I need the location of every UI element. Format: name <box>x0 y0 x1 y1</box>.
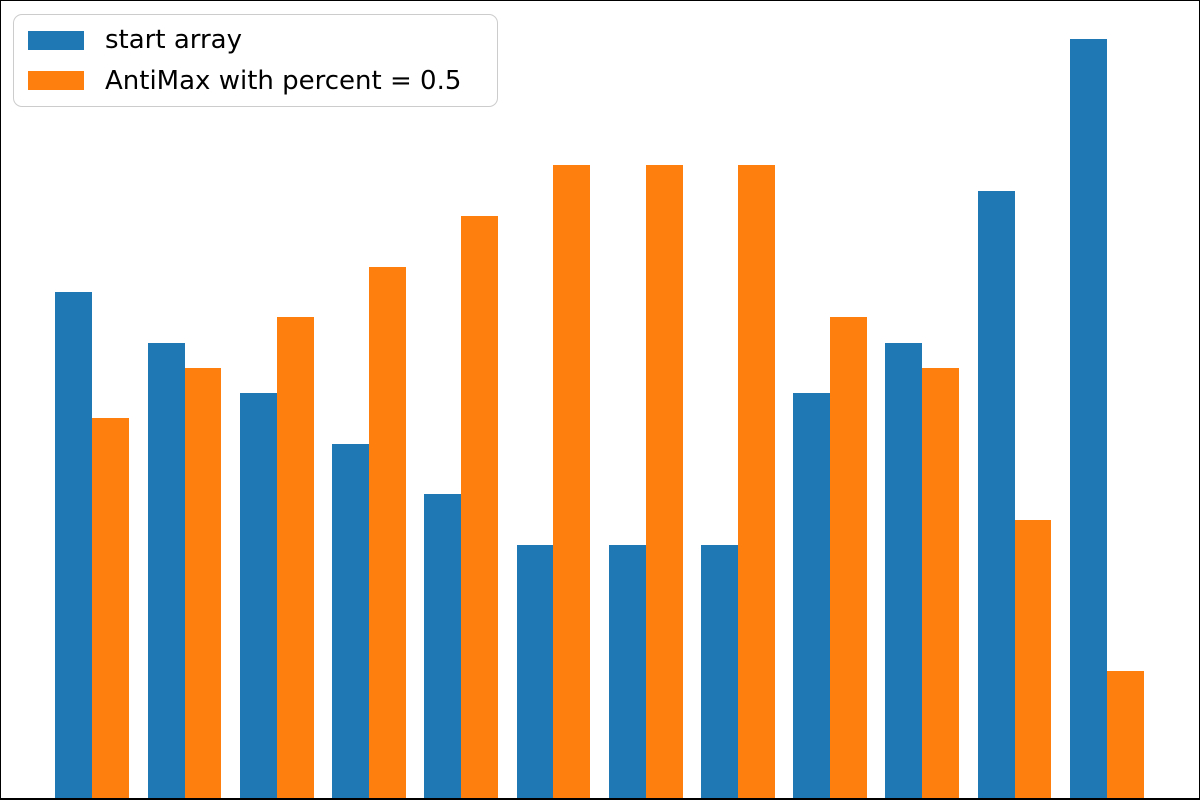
bar-series1-group1 <box>184 367 222 798</box>
legend-label-antimax: AntiMax with percent = 0.5 <box>105 65 462 96</box>
bar-series1-group11 <box>1106 671 1144 798</box>
legend-item-start-array: start array <box>28 20 483 60</box>
bar-series0-group7 <box>700 544 738 798</box>
legend-swatch-antimax <box>28 71 84 91</box>
legend-label-start-array: start array <box>105 25 242 56</box>
bar-series1-group9 <box>922 367 960 798</box>
bar-series0-group1 <box>147 342 185 798</box>
bar-series0-group3 <box>332 443 369 798</box>
bar-series0-group9 <box>885 342 923 798</box>
bar-series0-group8 <box>793 393 831 798</box>
bar-series1-group0 <box>92 418 130 798</box>
legend-item-antimax: AntiMax with percent = 0.5 <box>28 61 483 101</box>
bar-series1-group4 <box>461 216 499 798</box>
bar-series0-group2 <box>239 393 277 798</box>
bar-series0-group0 <box>55 291 93 798</box>
bar-series0-group6 <box>608 544 646 798</box>
legend: start array AntiMax with percent = 0.5 <box>13 14 498 107</box>
bar-series0-group5 <box>516 544 554 798</box>
legend-swatch-start-array <box>28 30 84 50</box>
bar-series1-group8 <box>830 317 867 798</box>
bar-series1-group2 <box>276 317 314 798</box>
bar-series0-group10 <box>977 190 1015 798</box>
bar-series1-group6 <box>645 165 683 798</box>
bar-series0-group4 <box>424 494 462 798</box>
bar-series1-group7 <box>737 165 775 798</box>
bar-series0-group11 <box>1069 38 1107 798</box>
bar-series1-group5 <box>553 165 591 798</box>
bar-series1-group3 <box>368 266 406 798</box>
bar-series1-group10 <box>1014 519 1052 798</box>
